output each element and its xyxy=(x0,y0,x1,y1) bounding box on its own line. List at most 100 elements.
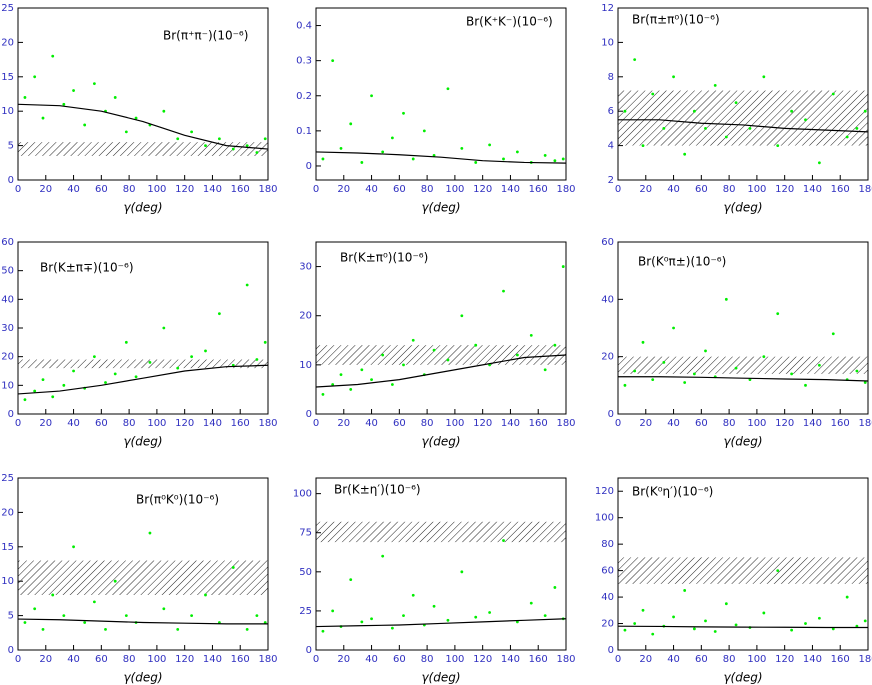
scatter-point xyxy=(502,289,505,293)
y-tick-label: 100 xyxy=(595,513,614,524)
scatter-point xyxy=(390,383,394,386)
x-tick-label: 0 xyxy=(313,654,319,665)
x-tick-label: 100 xyxy=(147,418,166,429)
scatter-point xyxy=(51,54,55,58)
x-tick-label: 180 xyxy=(556,654,575,665)
scatter-point xyxy=(411,338,415,342)
scatter-point xyxy=(176,627,180,631)
hatched-band xyxy=(316,345,566,365)
x-tick-label: 20 xyxy=(39,654,52,665)
scatter-point xyxy=(683,152,687,156)
y-tick-label: 0 xyxy=(306,161,312,172)
x-tick-label: 140 xyxy=(203,654,222,665)
scatter-point xyxy=(204,349,207,353)
y-tick-label: 15 xyxy=(1,72,14,83)
x-axis-label: γ(deg) xyxy=(421,201,460,215)
scatter-point xyxy=(148,531,152,535)
x-tick-label: 120 xyxy=(775,654,794,665)
scatter-point xyxy=(863,381,867,384)
x-tick-label: 60 xyxy=(695,184,708,195)
x-tick-label: 180 xyxy=(858,184,872,195)
scatter-point xyxy=(724,297,728,301)
y-tick-label: 12 xyxy=(601,3,614,14)
x-tick-label: 20 xyxy=(39,418,52,429)
scatter-point xyxy=(460,147,464,150)
x-tick-label: 80 xyxy=(421,654,434,665)
scatter-point xyxy=(762,355,766,359)
scatter-point xyxy=(263,621,267,624)
x-tick-label: 120 xyxy=(175,654,194,665)
x-tick-label: 100 xyxy=(747,184,766,195)
x-tick-label: 140 xyxy=(803,418,822,429)
scatter-point xyxy=(651,378,655,381)
scatter-point xyxy=(124,130,128,134)
scatter-point xyxy=(543,368,547,372)
x-tick-label: 60 xyxy=(393,418,406,429)
x-tick-label: 60 xyxy=(695,418,708,429)
hatched-band xyxy=(18,359,268,369)
y-tick-label: 20 xyxy=(601,352,614,363)
y-tick-label: 20 xyxy=(601,619,614,630)
scatter-point xyxy=(62,102,66,106)
scatter-point xyxy=(41,627,45,631)
hatched-band xyxy=(618,356,868,374)
x-tick-label: 80 xyxy=(123,654,136,665)
scatter-point xyxy=(263,137,267,141)
scatter-point xyxy=(321,157,325,161)
plot-frame xyxy=(617,477,869,651)
scatter-point xyxy=(190,614,194,617)
trend-curve xyxy=(618,376,869,382)
x-tick-label: 40 xyxy=(365,654,378,665)
panel-title: Br(K±η′)(10⁻⁶) xyxy=(334,483,421,497)
scatter-point xyxy=(633,622,637,625)
x-tick-label: 120 xyxy=(175,418,194,429)
scatter-point xyxy=(231,566,235,569)
scatter-point xyxy=(92,355,96,359)
scatter-point xyxy=(662,361,666,364)
scatter-point xyxy=(245,144,249,148)
scatter-point xyxy=(113,96,117,99)
scatter-point xyxy=(72,369,75,373)
y-tick-label: 40 xyxy=(601,592,614,603)
y-tick-label: 10 xyxy=(601,37,614,48)
x-tick-label: 140 xyxy=(203,184,222,195)
x-tick-label: 160 xyxy=(831,654,850,665)
x-tick-label: 60 xyxy=(695,654,708,665)
scatter-point xyxy=(331,609,335,613)
scatter-point xyxy=(553,586,557,589)
x-tick-label: 60 xyxy=(95,654,108,665)
scatter-point xyxy=(381,353,385,357)
x-tick-label: 80 xyxy=(123,184,136,195)
y-tick-label: 0 xyxy=(8,409,14,420)
x-tick-label: 0 xyxy=(615,184,621,195)
scatter-point xyxy=(672,615,675,619)
scatter-point xyxy=(402,363,405,367)
scatter-point xyxy=(804,383,807,387)
scatter-point xyxy=(41,116,45,120)
scatter-point xyxy=(113,579,117,583)
scatter-point xyxy=(51,593,55,597)
scatter-point xyxy=(176,366,180,370)
scatter-point xyxy=(561,157,565,161)
scatter-point xyxy=(360,161,364,164)
scatter-point xyxy=(790,372,794,376)
plot-frame xyxy=(617,241,869,415)
scatter-point xyxy=(855,126,859,130)
scatter-point xyxy=(62,614,66,617)
scatter-point xyxy=(204,593,207,597)
scatter-point xyxy=(381,150,385,154)
panel-title: Br(K⁰η′)(10⁻⁶) xyxy=(632,485,713,499)
scatter-point xyxy=(683,381,687,384)
scatter-point xyxy=(623,109,627,113)
scatter-point xyxy=(474,161,478,164)
scatter-point xyxy=(734,366,738,370)
x-tick-label: 60 xyxy=(393,184,406,195)
y-tick-label: 6 xyxy=(608,106,614,117)
y-tick-label: 30 xyxy=(1,323,14,334)
y-tick-label: 0 xyxy=(608,645,614,656)
y-tick-label: 40 xyxy=(1,294,14,305)
scatter-point xyxy=(321,629,325,633)
scatter-point xyxy=(432,154,436,157)
trend-curve xyxy=(618,119,869,133)
scatter-point xyxy=(245,283,249,287)
